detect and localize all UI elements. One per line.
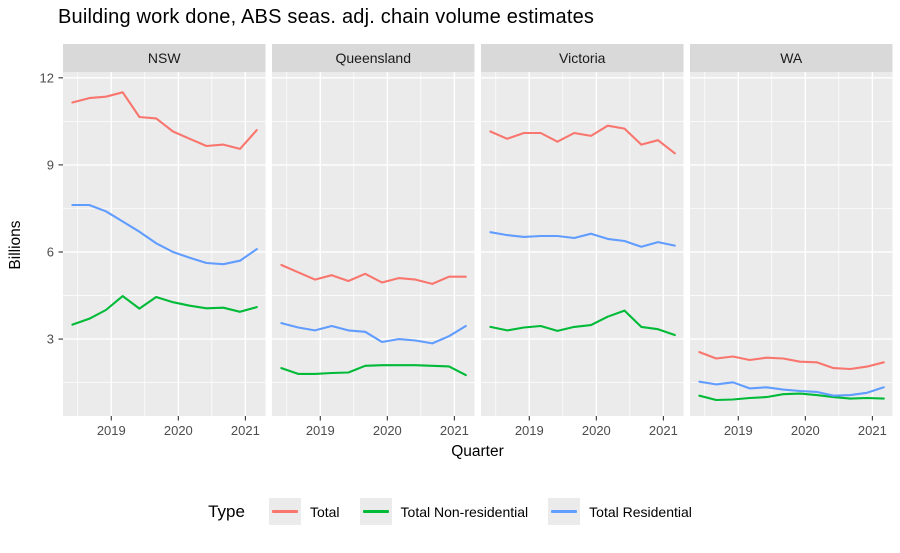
- x-axis-tick-label: 2021: [649, 423, 678, 438]
- non-residential-line-swatch-icon: [362, 510, 389, 513]
- x-axis-tick-label: 2020: [373, 423, 402, 438]
- x-axis-tick-label: 2019: [97, 423, 126, 438]
- facet-panel-nsw: [63, 72, 266, 416]
- line-total-wa: [698, 351, 885, 371]
- chart-title: Building work done, ABS seas. adj. chain…: [58, 6, 595, 28]
- facet-strip-queensland: [272, 44, 475, 72]
- x-axis-tick-label: 2020: [582, 423, 611, 438]
- residential-line-swatch-icon: [551, 510, 578, 513]
- facet-strip-label-nsw: NSW: [148, 50, 181, 66]
- facet-strip-label-queensland: Queensland: [335, 50, 411, 66]
- line-total-queensland: [280, 263, 467, 285]
- x-axis-tick-label: 2021: [440, 423, 469, 438]
- line-total-residential-nsw: [71, 203, 258, 266]
- x-axis-title: Quarter: [451, 443, 504, 460]
- x-axis-tick-label: 2020: [164, 423, 193, 438]
- legend-entry-residential: Total Residential: [548, 498, 692, 525]
- line-total-non-residential-queensland: [280, 364, 467, 377]
- legend-label-residential: Total Residential: [589, 503, 692, 520]
- total-line-swatch-icon: [271, 510, 298, 513]
- facet-plot-area: 3 6 9 12 NSW 2019 2020 2021 Queensland 2019 2020 20…: [40, 44, 893, 438]
- x-axis-tick-label: 2019: [724, 423, 753, 438]
- legend-key-total: [268, 498, 301, 525]
- x-axis-tick-label: 2021: [858, 423, 887, 438]
- y-axis-tick-label: 9: [47, 157, 54, 172]
- legend-label-total: Total: [309, 503, 340, 520]
- y-axis-tick-label: 3: [47, 332, 54, 347]
- legend-entry-total: Total: [268, 498, 340, 525]
- x-axis-tick-label: 2019: [306, 423, 335, 438]
- line-total-non-residential-victoria: [489, 309, 676, 337]
- line-total-residential-wa: [698, 380, 885, 397]
- facet-strip-nsw: [63, 44, 266, 72]
- facet-strip-victoria: [481, 44, 684, 72]
- facet-panel-queensland: [272, 72, 475, 416]
- facet-strip-label-victoria: Victoria: [559, 50, 606, 66]
- x-axis-tick-label: 2019: [515, 423, 544, 438]
- line-total-residential-victoria: [489, 231, 676, 248]
- facet-panel-wa: [690, 72, 893, 416]
- legend: Type Total Total Non-residential Total R…: [0, 498, 900, 525]
- legend-key-non-residential: [359, 498, 392, 525]
- y-axis-title: Billions: [7, 220, 24, 270]
- x-axis-tick-label: 2020: [791, 423, 820, 438]
- line-total-non-residential-wa: [698, 392, 885, 402]
- legend-key-residential: [548, 498, 581, 525]
- line-total-nsw: [71, 91, 258, 150]
- y-axis-tick-label: 6: [47, 245, 54, 260]
- line-total-victoria: [489, 124, 676, 155]
- x-axis-tick-label: 2021: [231, 423, 260, 438]
- line-total-non-residential-nsw: [71, 295, 258, 326]
- legend-entry-non-residential: Total Non-residential: [359, 498, 529, 525]
- legend-title: Type: [208, 501, 245, 521]
- legend-label-non-residential: Total Non-residential: [400, 503, 529, 520]
- line-total-residential-queensland: [280, 322, 467, 345]
- y-axis-tick-label: 12: [40, 70, 54, 85]
- facet-strip-wa: [690, 44, 893, 72]
- facet-strip-label-wa: WA: [780, 50, 803, 66]
